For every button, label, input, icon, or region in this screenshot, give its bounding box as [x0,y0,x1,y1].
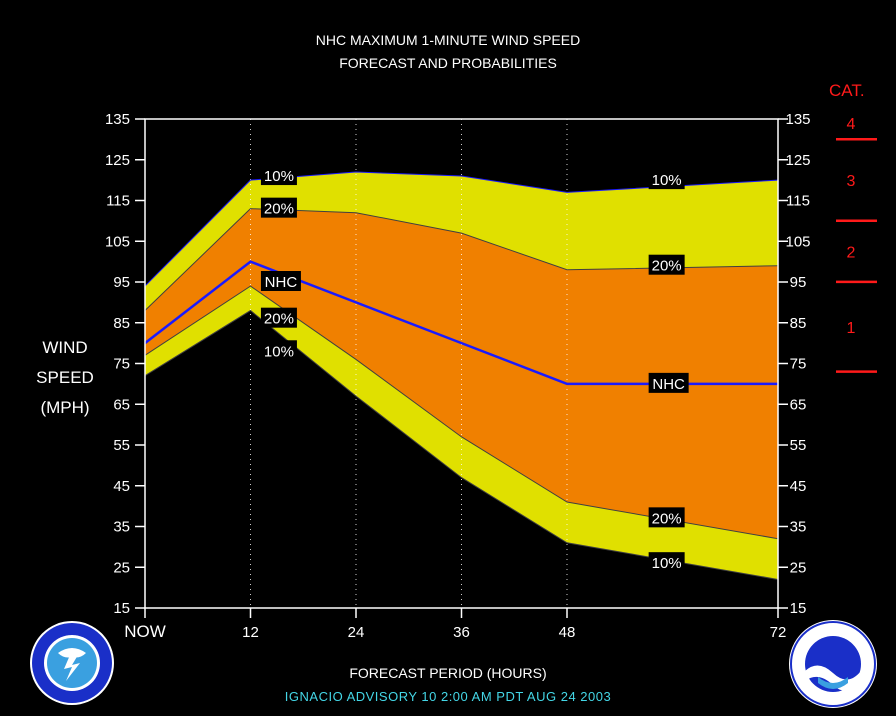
y-axis-label-line-2: SPEED [36,368,94,387]
category-scale: 1 2 3 4 [836,116,877,373]
svg-text:20%: 20% [652,258,682,275]
y-axis-label-line-1: WIND [42,338,88,357]
category-label-2: 2 [847,244,856,261]
y-axis-label-line-3: (MPH) [40,398,90,417]
x-axis-label: FORECAST PERIOD (HOURS) [349,665,547,681]
svg-text:10%: 10% [264,343,294,360]
x-tick-label: 12 [242,624,259,641]
y-tick-label-left: 75 [113,356,130,373]
x-tick-label: 48 [559,624,576,641]
x-tick-label: 24 [348,624,365,641]
svg-text:10%: 10% [264,168,294,185]
band-20pct [145,208,778,539]
chart-title: NHC MAXIMUM 1-MINUTE WIND SPEED [315,32,581,48]
y-tick-label-right: 125 [785,152,810,169]
y-axis-ticks: 15 15 25 25 35 35 45 45 55 55 65 65 75 75 85 85 95 95 105 1… [105,111,811,617]
advisory-line: IGNACIO ADVISORY 10 2:00 AM PDT AUG 24 2… [284,689,612,704]
svg-text:10%: 10% [652,555,682,572]
series-line-lower-20pct [144,285,779,540]
y-tick-label-right: 25 [790,559,807,576]
y-tick-label-right: 45 [790,478,807,495]
y-tick-label-left: 25 [113,559,130,576]
y-tick-label-right: 135 [785,111,810,128]
series-line-lower-10pct [144,309,779,580]
category-label-3: 3 [847,173,856,190]
y-tick-label-left: 55 [113,437,130,454]
svg-text:20%: 20% [264,201,294,218]
series-line-nhc [144,260,778,386]
y-tick-label-left: 15 [113,600,130,617]
series-annotations: 10% 20% NHC 20% 10% 10% 20% NHC 20% 10% [260,165,689,573]
svg-text:NHC: NHC [265,274,298,291]
svg-text:20%: 20% [264,311,294,328]
series-line-upper-20pct [144,208,779,311]
category-label-4: 4 [847,116,856,133]
annotation-label: 10% [648,552,685,573]
annotation-label: NHC [648,372,689,393]
category-label-1: 1 [847,320,856,337]
y-tick-label-left: 35 [113,519,130,536]
y-tick-label-right: 15 [790,600,807,617]
x-tick-label: NOW [124,622,166,641]
y-tick-label-right: 115 [786,193,810,210]
y-tick-label-right: 65 [790,396,807,413]
y-tick-label-left: 85 [113,315,130,332]
x-tick-label: 36 [453,624,470,641]
y-tick-label-right: 95 [790,274,807,291]
chart-subtitle: FORECAST AND PROBABILITIES [339,55,557,71]
annotation-label: 20% [648,507,685,528]
svg-text:NHC: NHC [652,376,685,393]
y-tick-label-left: 135 [105,111,130,128]
y-tick-label-right: 75 [790,356,807,373]
annotation-label: 20% [648,254,685,275]
annotation-label: 10% [260,340,297,361]
x-tick-label: 72 [770,624,787,641]
nws-logo-icon [30,621,114,705]
y-tick-label-right: 85 [790,315,807,332]
y-tick-label-left: 125 [105,152,130,169]
svg-text:20%: 20% [652,510,682,527]
series-line-upper-10pct [144,171,779,287]
noaa-logo-icon [789,620,877,708]
annotation-label: 20% [260,197,297,218]
y-tick-label-left: 95 [113,274,130,291]
annotation-label: NHC [260,271,301,291]
y-tick-label-right: 35 [790,519,807,536]
annotation-label: 20% [260,307,297,328]
y-tick-label-left: 115 [106,193,130,210]
annotation-label: 10% [260,165,297,186]
y-tick-label-left: 105 [105,233,130,250]
category-scale-title: CAT. [829,81,865,100]
y-tick-label-left: 65 [113,396,130,413]
probability-bands [145,171,778,580]
y-tick-label-right: 105 [785,233,810,250]
y-tick-label-left: 45 [113,478,130,495]
series-lines [144,171,779,580]
svg-text:10%: 10% [652,172,682,189]
x-axis-ticks: NOW 12 24 36 48 72 [124,608,786,641]
annotation-label: 10% [648,169,685,190]
y-tick-label-right: 55 [790,437,807,454]
